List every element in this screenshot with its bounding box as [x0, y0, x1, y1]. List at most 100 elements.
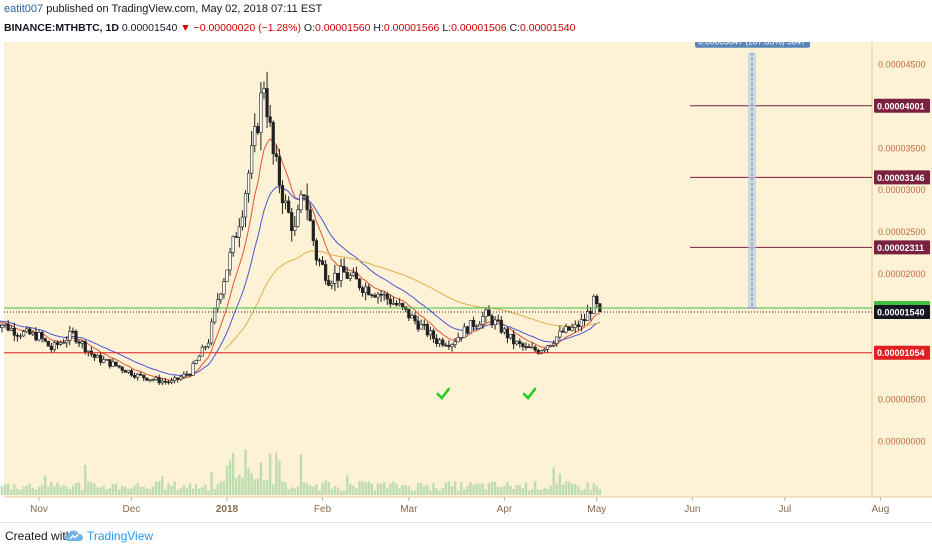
- candle-up: [391, 302, 396, 305]
- volume-bar: [65, 486, 68, 495]
- volume-bar: [262, 480, 266, 495]
- volume-bar: [586, 482, 589, 495]
- volume-bar: [392, 481, 395, 495]
- price-chart[interactable]: 0.000040010.000031460.000023110.00001587…: [0, 42, 932, 522]
- volume-bar: [546, 488, 549, 495]
- volume-bar: [367, 481, 370, 495]
- candle-up: [31, 332, 35, 335]
- volume-bar: [34, 489, 38, 495]
- candle-up: [484, 309, 488, 317]
- measure-label-box: [695, 42, 810, 48]
- volume-bar: [530, 489, 534, 495]
- volume-bar: [410, 489, 414, 495]
- candle-up: [197, 355, 201, 361]
- volume-bar: [185, 488, 189, 495]
- volume-bar: [395, 483, 398, 495]
- candle-down: [444, 344, 448, 347]
- candle-up: [80, 341, 84, 344]
- tradingview-brand-link[interactable]: TradingView: [87, 529, 154, 543]
- volume-bar: [133, 485, 136, 495]
- volume-bar: [121, 485, 124, 495]
- volume-bar: [524, 482, 528, 495]
- candle-up: [213, 308, 217, 323]
- volume-bar: [293, 488, 297, 495]
- level-tag-target: [874, 98, 930, 113]
- candle-up: [18, 335, 23, 338]
- candle-up: [410, 315, 414, 319]
- volume-bar: [302, 482, 306, 495]
- candle-up: [478, 323, 482, 327]
- author-link[interactable]: eatit007: [4, 3, 44, 15]
- volume-bar: [441, 488, 444, 495]
- candle-up: [231, 236, 235, 253]
- volume-bar: [287, 489, 290, 495]
- candle-up: [283, 200, 288, 204]
- volume-bar: [213, 489, 216, 495]
- volume-bar: [321, 483, 324, 495]
- candle-down: [370, 294, 374, 297]
- volume-bar: [59, 486, 62, 495]
- candle-up: [206, 342, 211, 348]
- high-label: H:: [373, 22, 384, 34]
- candle-down: [139, 373, 143, 376]
- candle-down: [163, 380, 167, 383]
- volume-bar: [108, 487, 112, 495]
- volume-bar: [336, 487, 340, 495]
- volume-bar: [460, 481, 463, 495]
- candle-up: [453, 341, 457, 345]
- candle-down: [431, 330, 436, 339]
- candle-down: [487, 309, 491, 317]
- volume-bar: [268, 453, 272, 495]
- plot-area[interactable]: [4, 42, 872, 497]
- candle-up: [243, 193, 248, 218]
- candle-down: [43, 338, 47, 342]
- volume-bar: [463, 489, 466, 495]
- candle-up: [299, 194, 303, 211]
- volume-bar: [250, 473, 253, 495]
- y-tick-label: 0.00000000: [878, 437, 926, 447]
- volume-bar: [373, 490, 377, 495]
- candle-up: [182, 373, 186, 378]
- volume-bar: [111, 483, 115, 495]
- candle-down: [234, 236, 238, 238]
- price-scale[interactable]: [872, 42, 932, 497]
- volume-bar: [207, 490, 210, 495]
- volume-bar: [167, 483, 170, 495]
- volume-bar: [130, 487, 133, 495]
- volume-bar: [154, 481, 158, 495]
- volume-bar: [472, 484, 475, 495]
- volume-bar: [114, 483, 118, 495]
- candle-down: [595, 296, 599, 305]
- candle-up: [160, 380, 164, 384]
- candle-down: [77, 341, 81, 344]
- volume-bar: [352, 485, 355, 495]
- y-tick-label: 0.00000500: [878, 395, 926, 405]
- volume-bar: [148, 489, 152, 495]
- volume-bar: [151, 486, 155, 495]
- level-tag-label: 0.00002311: [877, 243, 924, 253]
- time-scale[interactable]: [4, 498, 932, 522]
- candle-up: [250, 145, 254, 174]
- volume-bar: [444, 482, 448, 495]
- volume-bar: [493, 481, 497, 495]
- candle-down: [422, 323, 426, 326]
- volume-bar: [305, 483, 309, 495]
- candle-down: [123, 370, 127, 373]
- volume-bar: [210, 472, 213, 495]
- candle-up: [419, 323, 423, 330]
- volume-bar: [355, 488, 358, 495]
- level-tag-label: 0.00001054: [877, 348, 925, 358]
- volume-bar: [117, 489, 121, 495]
- candle-up: [95, 354, 100, 358]
- candle-down: [74, 330, 78, 343]
- candle-down: [499, 319, 503, 333]
- candle-down: [416, 320, 420, 330]
- candle-down: [425, 323, 429, 336]
- candle-up: [25, 328, 29, 332]
- volume-bar: [50, 482, 53, 495]
- candle-up: [58, 342, 63, 345]
- level-tag-target: [874, 240, 930, 255]
- x-tick-label: Jul: [778, 504, 791, 515]
- y-tick-label: 0.00004500: [878, 60, 926, 70]
- open-label: O:: [303, 22, 315, 34]
